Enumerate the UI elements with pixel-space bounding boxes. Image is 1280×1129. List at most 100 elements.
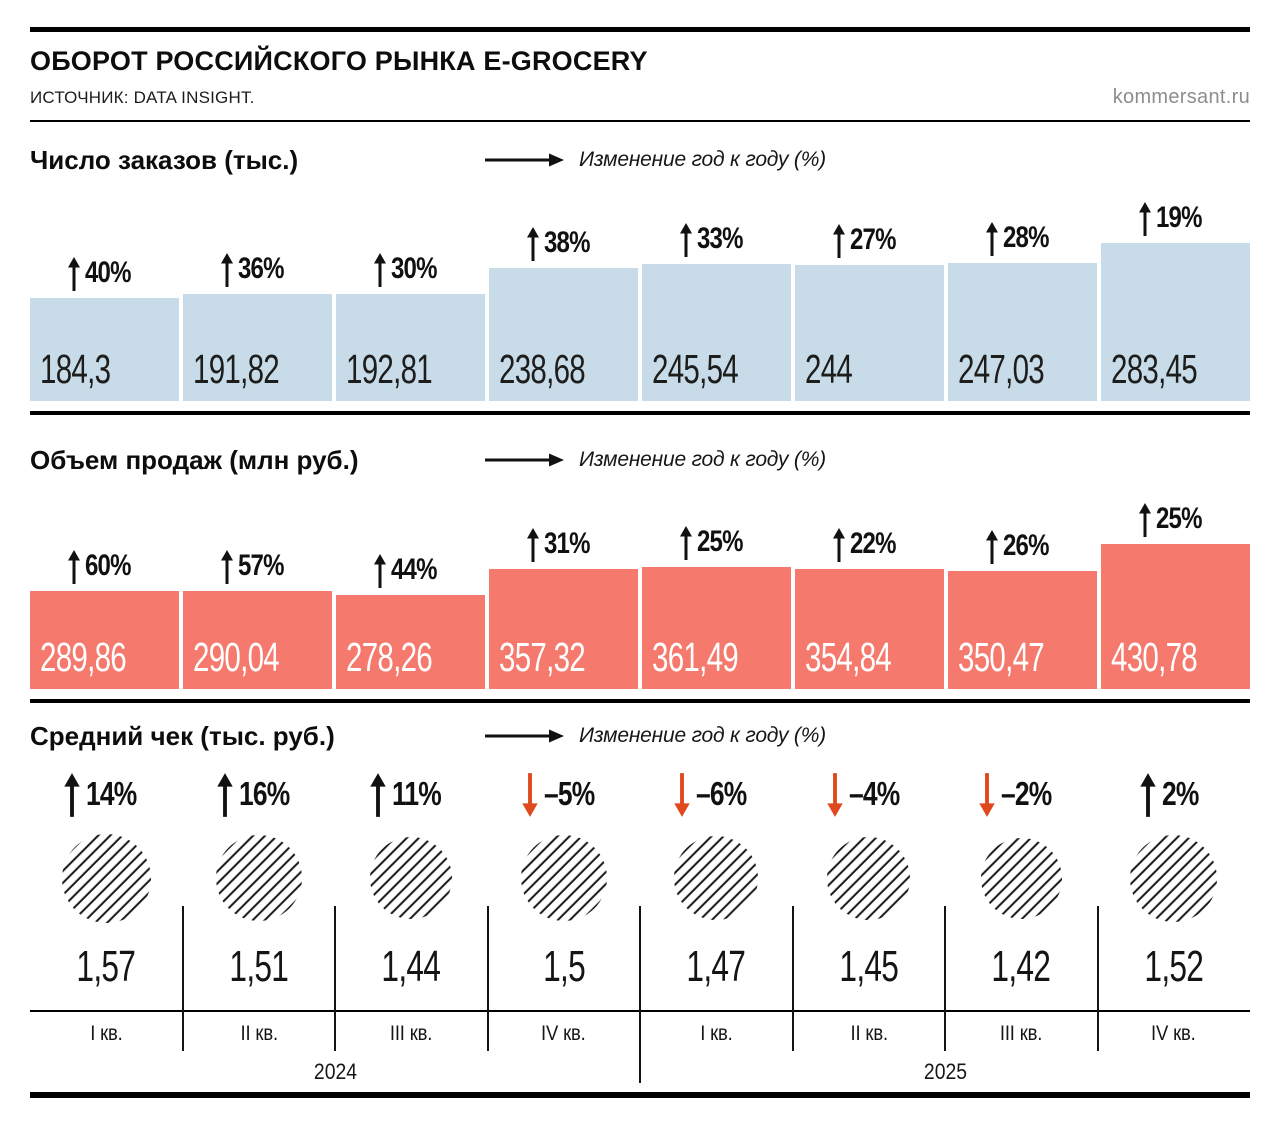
hatched-circle <box>370 837 453 919</box>
quarter-tick <box>334 906 336 1051</box>
yoy-label: –5% <box>488 772 641 832</box>
page-title: ОБОРОТ РОССИЙСКОГО РЫНКА E-GROCERY <box>30 46 648 76</box>
bar: 247,03 <box>948 263 1097 401</box>
bar-column: 25% 361,49 <box>642 525 791 689</box>
bar-value: 430,78 <box>1111 634 1198 680</box>
year-label: 2024 <box>313 1059 357 1084</box>
down-arrow-icon <box>674 773 690 817</box>
quarter-label-row: I кв. II кв. III кв. IV кв. I кв. II кв. III к… <box>30 1012 1250 1056</box>
yoy-label: 60% <box>30 549 179 585</box>
bar: 289,86 <box>30 591 179 689</box>
yoy-label: 25% <box>642 525 791 561</box>
section-orders-header: Число заказов (тыс.) Изменение год к год… <box>30 144 1250 176</box>
avg-check-value: 1,47 <box>686 942 746 991</box>
up-arrow-icon <box>220 550 233 584</box>
bar-column: 60% 289,86 <box>30 549 179 689</box>
up-arrow-icon <box>370 773 386 817</box>
bar: 245,54 <box>642 264 791 401</box>
hatched-circle <box>674 836 759 920</box>
up-arrow-icon <box>526 227 539 261</box>
quarter-label: I кв. <box>700 1022 733 1045</box>
marker-cell <box>1098 834 1251 922</box>
bar: 238,68 <box>489 268 638 401</box>
section-check-header: Средний чек (тыс. руб.) Изменение год к … <box>30 720 1250 752</box>
quarter-label: III кв. <box>1000 1022 1043 1045</box>
bar: 354,84 <box>795 569 944 689</box>
up-arrow-icon <box>679 223 692 257</box>
bar-value: 247,03 <box>958 346 1045 392</box>
bar-value: 290,04 <box>193 634 280 680</box>
yoy-legend: Изменение год к году (%) <box>485 724 826 748</box>
bar: 361,49 <box>642 567 791 689</box>
yoy-label: 57% <box>183 549 332 585</box>
quarter-tick <box>944 906 946 1051</box>
avg-check-value: 1,51 <box>229 942 289 991</box>
avg-check-chart: 14% 16% 11% –5% –6% –4% –2% 2% <box>30 772 1250 1098</box>
year-label-row: 2024 2025 <box>30 1056 1250 1088</box>
avg-check-value: 1,45 <box>839 942 899 991</box>
up-arrow-icon <box>1138 202 1151 236</box>
bar: 192,81 <box>336 294 485 401</box>
up-arrow-icon <box>220 253 233 287</box>
quarter-label: III кв. <box>390 1022 433 1045</box>
value-row: 1,57 1,51 1,44 1,5 1,47 1,45 1,42 1,52 <box>30 924 1250 1010</box>
up-arrow-icon <box>67 257 80 291</box>
up-arrow-icon <box>373 554 386 588</box>
bottom-rule <box>30 1092 1250 1098</box>
bar-column: 57% 290,04 <box>183 549 332 689</box>
quarter-tick <box>487 906 489 1051</box>
bar-column: 19% 283,45 <box>1101 201 1250 401</box>
bar-column: 33% 245,54 <box>642 222 791 401</box>
up-arrow-icon <box>985 222 998 256</box>
hatched-circle <box>827 836 911 920</box>
bar-value: 192,81 <box>346 346 433 392</box>
yoy-label: 38% <box>489 226 638 262</box>
bar: 184,3 <box>30 298 179 401</box>
yoy-legend-label: Изменение год к году (%) <box>579 448 826 471</box>
section-title: Средний чек (тыс. руб.) <box>30 720 335 751</box>
bar-value: 289,86 <box>40 634 127 680</box>
yoy-label: 16% <box>183 772 336 832</box>
yoy-label: 28% <box>948 221 1097 257</box>
yoy-label: 31% <box>489 527 638 563</box>
bar: 357,32 <box>489 569 638 689</box>
quarter-label: II кв. <box>850 1022 888 1045</box>
section-divider <box>30 699 1250 703</box>
yoy-label: 44% <box>336 553 485 589</box>
quarter-tick <box>182 906 184 1051</box>
bar: 278,26 <box>336 595 485 689</box>
yoy-label: 30% <box>336 252 485 288</box>
bar: 290,04 <box>183 591 332 689</box>
bar-value: 361,49 <box>652 634 739 680</box>
bar-column: 40% 184,3 <box>30 256 179 401</box>
up-arrow-icon <box>1138 503 1151 537</box>
up-arrow-icon <box>64 773 80 817</box>
yoy-label: –4% <box>793 772 946 832</box>
yoy-legend: Изменение год к году (%) <box>485 148 826 172</box>
bar-column: 30% 192,81 <box>336 252 485 401</box>
marker-cell <box>183 835 336 921</box>
marker-cell <box>793 836 946 920</box>
yoy-legend-label: Изменение год к году (%) <box>579 724 826 747</box>
header-rule <box>30 120 1250 122</box>
yoy-label: –6% <box>640 772 793 832</box>
yoy-label: 33% <box>642 222 791 258</box>
up-arrow-icon <box>526 528 539 562</box>
up-arrow-icon <box>985 530 998 564</box>
down-arrow-icon <box>827 773 843 817</box>
avg-check-value: 1,42 <box>991 942 1051 991</box>
bar: 191,82 <box>183 294 332 401</box>
yoy-label: 25% <box>1101 502 1250 538</box>
yoy-label: 26% <box>948 529 1097 565</box>
yoy-label: –2% <box>945 772 1098 832</box>
bar-column: 27% 244 <box>795 223 944 401</box>
yoy-label: 40% <box>30 256 179 292</box>
quarter-tick <box>1097 906 1099 1051</box>
bar-column: 26% 350,47 <box>948 529 1097 689</box>
marker-cell <box>945 837 1098 919</box>
bar-value: 238,68 <box>499 346 586 392</box>
hatched-circle <box>520 835 607 921</box>
long-arrow-icon <box>485 729 564 743</box>
bar-column: 28% 247,03 <box>948 221 1097 401</box>
up-arrow-icon <box>67 550 80 584</box>
